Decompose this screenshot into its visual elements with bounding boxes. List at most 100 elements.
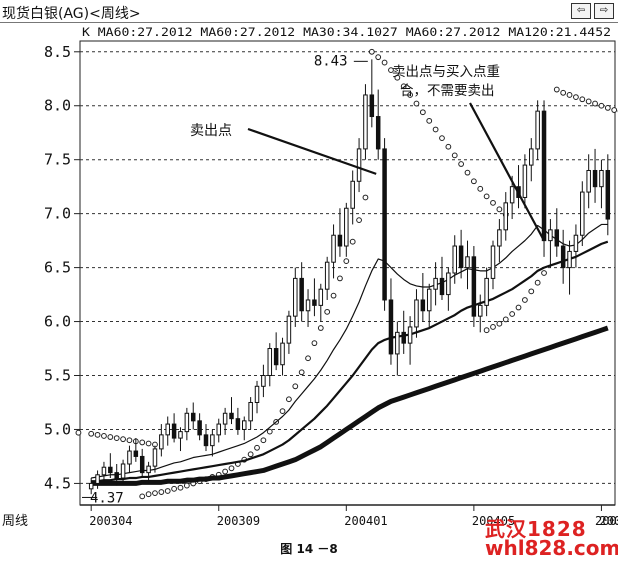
sar-dot bbox=[515, 304, 522, 311]
sar-dot bbox=[458, 161, 465, 167]
sar-dot bbox=[171, 485, 178, 492]
sar-dot bbox=[362, 194, 369, 201]
candle-body bbox=[165, 423, 170, 436]
candle-body bbox=[254, 385, 260, 403]
sar-dot bbox=[534, 279, 541, 286]
candle-body bbox=[420, 299, 426, 312]
sar-dot bbox=[292, 383, 299, 390]
candle-body bbox=[114, 472, 119, 479]
sar-dot bbox=[266, 428, 273, 435]
sar-dot bbox=[541, 270, 547, 276]
candle-body bbox=[222, 412, 228, 425]
candle-body bbox=[484, 277, 489, 306]
candle-body bbox=[139, 455, 145, 474]
y-tick-label: 6.0 bbox=[44, 313, 71, 331]
sar-dot bbox=[279, 408, 286, 415]
sar-dot bbox=[394, 74, 401, 81]
sar-dot bbox=[158, 489, 165, 495]
candle-body bbox=[452, 245, 457, 274]
candlestick-chart: 4.5 5.0 5.5 6.0 6.5 7.0 7.5 8.0 8.5 K MA60:27.201… bbox=[0, 25, 618, 532]
candle-body bbox=[388, 299, 394, 355]
sar-dot bbox=[298, 369, 305, 376]
overlap-note-line2: 合，不需要卖出 bbox=[400, 83, 495, 99]
sar-dot bbox=[490, 199, 496, 206]
candle-body bbox=[401, 331, 406, 344]
candle-body bbox=[286, 315, 292, 344]
candle-body bbox=[318, 288, 324, 306]
candle-body bbox=[407, 326, 413, 344]
sar-dot bbox=[228, 465, 235, 472]
sar-dot bbox=[247, 451, 254, 458]
sar-dot bbox=[388, 67, 394, 74]
sar-dot bbox=[324, 308, 331, 315]
candle-body bbox=[560, 245, 566, 269]
candle-body bbox=[127, 450, 132, 465]
candle-body bbox=[293, 277, 298, 317]
candle-body bbox=[248, 401, 253, 422]
sar-dot bbox=[490, 324, 496, 330]
sar-dot bbox=[419, 109, 426, 116]
sar-dot bbox=[88, 430, 95, 437]
x-tick-label: 200409 bbox=[599, 514, 618, 528]
candle-body bbox=[586, 169, 591, 193]
candle-body bbox=[344, 207, 349, 247]
sar-dot bbox=[330, 292, 337, 299]
overlap-note-line1: 卖出点与买入点重 bbox=[392, 64, 500, 80]
sar-dot bbox=[113, 435, 120, 441]
candle-body bbox=[108, 466, 113, 474]
y-tick-label: 8.5 bbox=[44, 43, 71, 61]
ma120-thick-line bbox=[91, 325, 609, 486]
candle-body bbox=[395, 331, 400, 355]
sar-dot bbox=[470, 178, 477, 185]
sar-dot bbox=[496, 320, 503, 327]
sar-dot bbox=[502, 316, 509, 323]
candle-body bbox=[152, 448, 158, 467]
sar-dot bbox=[426, 117, 433, 124]
candle-body bbox=[573, 234, 579, 252]
sar-dot bbox=[483, 327, 490, 334]
candle-body bbox=[312, 299, 317, 306]
sell-point-arrow bbox=[247, 127, 377, 175]
x-axis-title: 周线 bbox=[2, 514, 28, 529]
candle-body bbox=[433, 277, 438, 290]
sar-dot bbox=[145, 491, 152, 498]
candle-body bbox=[133, 450, 139, 457]
sar-dot bbox=[145, 440, 152, 447]
overlap-note-arrow bbox=[469, 102, 545, 242]
candle-body bbox=[458, 245, 464, 269]
candle-body bbox=[146, 465, 151, 474]
candle-body bbox=[305, 299, 311, 312]
sar-dot bbox=[528, 288, 535, 295]
candle-body bbox=[535, 110, 540, 150]
candle-body bbox=[210, 434, 215, 447]
candle-body bbox=[414, 299, 419, 328]
high-price-label: 8.43 bbox=[314, 53, 348, 69]
sar-dot bbox=[75, 429, 82, 436]
sar-dot bbox=[604, 105, 611, 111]
candle-body bbox=[242, 420, 247, 430]
candle-body bbox=[375, 116, 381, 150]
sar-dot bbox=[521, 297, 528, 303]
sar-dot bbox=[432, 126, 439, 133]
candle-body bbox=[120, 463, 126, 479]
sar-dot bbox=[592, 100, 598, 107]
sar-dot bbox=[496, 206, 503, 213]
next-arrow-icon[interactable]: ⇨ bbox=[594, 3, 614, 19]
sar-dot bbox=[573, 94, 579, 101]
candle-body bbox=[382, 148, 387, 301]
candle-body bbox=[522, 164, 528, 198]
y-tick-label: 6.5 bbox=[44, 259, 71, 277]
sar-dot bbox=[183, 482, 190, 489]
prev-arrow-icon[interactable]: ⇦ bbox=[571, 3, 591, 19]
candle-body bbox=[337, 234, 343, 247]
candle-body bbox=[580, 191, 585, 236]
candle-body bbox=[331, 234, 336, 263]
candle-body bbox=[229, 412, 234, 420]
sar-dot bbox=[483, 193, 490, 200]
candle-body bbox=[267, 348, 273, 377]
candle-body bbox=[471, 256, 477, 317]
ma-legend: K MA60:27.2012 MA60:27.2012 MA30:34.1027… bbox=[82, 25, 611, 39]
sar-dot bbox=[509, 311, 516, 317]
sar-dot bbox=[400, 83, 407, 90]
x-tick-label: 200401 bbox=[344, 514, 387, 528]
